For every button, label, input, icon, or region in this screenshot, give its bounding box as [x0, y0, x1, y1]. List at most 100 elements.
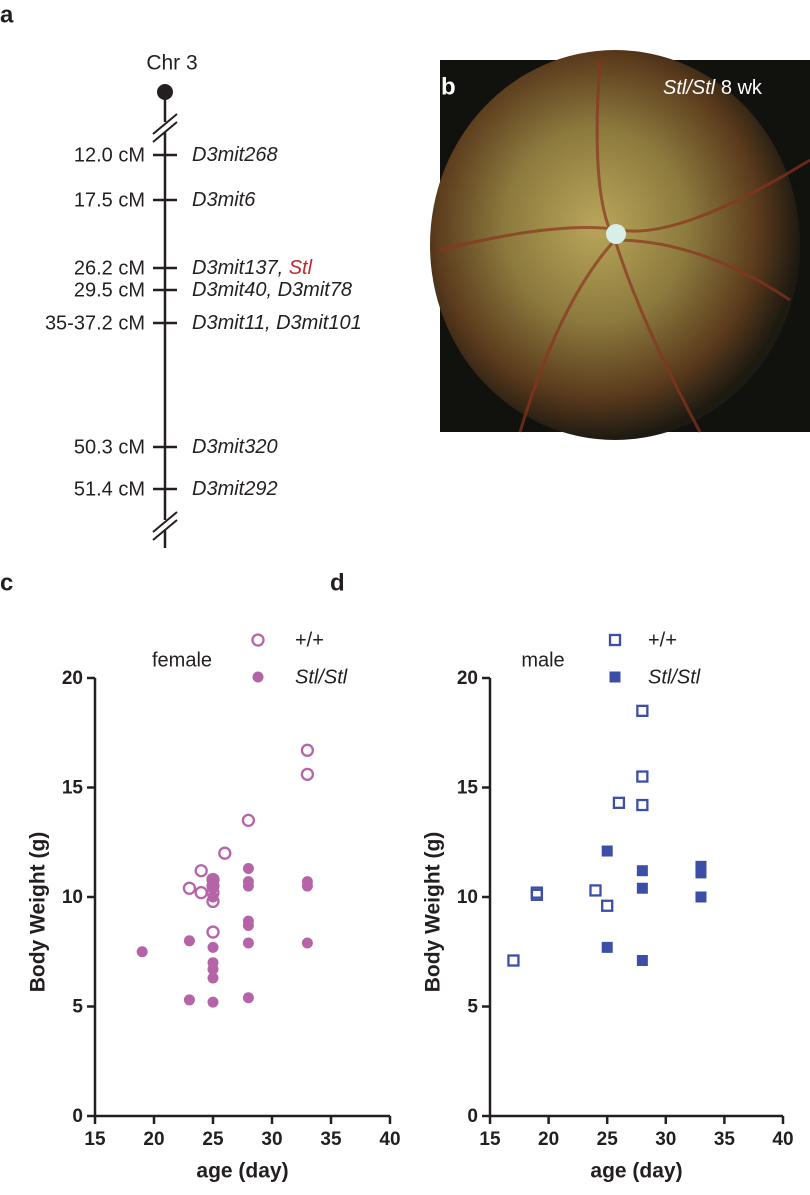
- y-tick-label: 15: [457, 778, 479, 799]
- point: [589, 884, 602, 897]
- marker-position: 26.2 cM: [74, 257, 145, 279]
- point: [207, 891, 219, 903]
- legend-label: +/+: [295, 629, 324, 651]
- y-tick-label: 15: [62, 778, 84, 799]
- point: [530, 888, 544, 901]
- y-tick-label: 5: [467, 997, 478, 1018]
- marker-id: D3mit40, D3mit78: [192, 279, 352, 301]
- point: [241, 813, 256, 827]
- x-tick-label: 30: [261, 1129, 282, 1150]
- marker-name: D3mit11, D3mit101: [192, 312, 362, 334]
- point: [207, 873, 219, 885]
- legend-label: Stl/Stl: [648, 666, 701, 688]
- point: [636, 704, 649, 717]
- marker-id: D3mit137,: [192, 257, 283, 279]
- point: [207, 996, 219, 1008]
- y-axis-label: Body Weight (g): [27, 832, 50, 993]
- y-tick-label: 0: [467, 1106, 478, 1127]
- x-tick-label: 40: [379, 1129, 400, 1150]
- x-tick-label: 20: [143, 1129, 164, 1150]
- point: [183, 935, 195, 947]
- marker-name: D3mit268: [192, 144, 278, 166]
- x-tick-label: 40: [772, 1129, 793, 1150]
- point: [242, 937, 254, 949]
- panel-label: c: [0, 569, 13, 596]
- marker-name: D3mit6: [192, 189, 256, 211]
- point: [636, 770, 649, 783]
- point: [695, 867, 707, 879]
- marker-position: 12.0 cM: [74, 144, 145, 166]
- marker-position: 29.5 cM: [74, 279, 145, 301]
- fundus-image: [430, 50, 810, 440]
- point: [301, 937, 313, 949]
- legend-marker: [252, 671, 264, 683]
- legend-label: Stl/Stl: [295, 666, 348, 688]
- marker-id: D3mit292: [192, 478, 278, 500]
- point: [207, 941, 219, 953]
- point: [636, 865, 648, 877]
- point: [242, 863, 254, 875]
- annotation: female: [152, 649, 212, 671]
- marker-name: D3mit137, Stl: [192, 257, 313, 279]
- marker-id: D3mit268: [192, 144, 278, 166]
- x-tick-label: 35: [714, 1129, 736, 1150]
- point: [183, 994, 195, 1006]
- panel-label: a: [0, 1, 14, 28]
- annotation: male: [521, 649, 564, 671]
- point: [300, 743, 315, 757]
- marker-position: 35-37.2 cM: [45, 312, 145, 334]
- x-axis-label: age (day): [196, 1160, 288, 1183]
- chromosome: [152, 84, 178, 548]
- point: [695, 891, 707, 903]
- marker-name: D3mit320: [192, 436, 278, 458]
- y-tick-label: 10: [457, 887, 478, 908]
- point: [301, 880, 313, 892]
- y-tick-label: 10: [62, 887, 83, 908]
- marker-name: D3mit40, D3mit78: [192, 279, 352, 301]
- x-tick-label: 20: [538, 1129, 559, 1150]
- y-axis-label: Body Weight (g): [422, 832, 445, 993]
- legend-marker: [609, 671, 621, 683]
- point: [218, 846, 232, 860]
- legend-marker: [608, 633, 622, 647]
- x-tick-label: 35: [320, 1129, 342, 1150]
- marker-id: D3mit11, D3mit101: [192, 312, 362, 334]
- marker-name: D3mit292: [192, 478, 278, 500]
- legend-marker: [251, 633, 265, 647]
- marker-id: D3mit6: [192, 189, 256, 211]
- y-tick-label: 20: [457, 668, 478, 689]
- point: [601, 941, 613, 953]
- x-tick-label: 30: [655, 1129, 676, 1150]
- x-tick-label: 25: [597, 1129, 619, 1150]
- point: [612, 796, 626, 809]
- point: [207, 882, 219, 894]
- point: [182, 881, 197, 895]
- point: [242, 992, 254, 1004]
- marker-id: D3mit320: [192, 436, 278, 458]
- point: [242, 919, 254, 931]
- x-tick-label: 15: [479, 1129, 501, 1150]
- panel-label: b: [441, 73, 456, 100]
- point: [636, 955, 648, 967]
- x-axis-label: age (day): [590, 1160, 682, 1183]
- point: [194, 885, 208, 900]
- point: [601, 899, 614, 912]
- locus: Stl: [289, 257, 313, 279]
- panel-label: d: [330, 569, 345, 596]
- marker-position: 50.3 cM: [74, 436, 145, 458]
- point: [636, 882, 648, 894]
- age: 8 wk: [721, 77, 763, 99]
- point: [207, 972, 219, 984]
- point: [136, 946, 148, 958]
- marker-position: 51.4 cM: [74, 478, 145, 500]
- genotype: Stl/Stl: [663, 77, 716, 99]
- point: [300, 767, 315, 782]
- legend-label: +/+: [648, 629, 677, 651]
- marker-position: 17.5 cM: [74, 189, 145, 211]
- x-tick-label: 15: [84, 1129, 106, 1150]
- y-tick-label: 20: [62, 668, 83, 689]
- point: [194, 864, 208, 878]
- point: [636, 798, 649, 812]
